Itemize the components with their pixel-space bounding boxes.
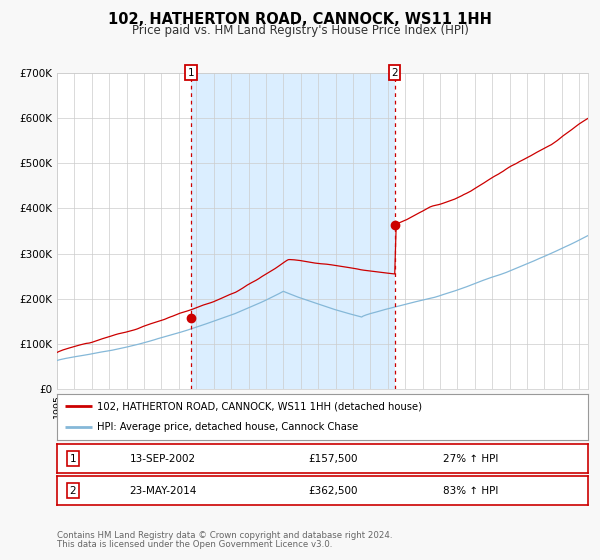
Text: 102, HATHERTON ROAD, CANNOCK, WS11 1HH (detached house): 102, HATHERTON ROAD, CANNOCK, WS11 1HH (… [97, 401, 422, 411]
Text: £157,500: £157,500 [308, 454, 358, 464]
Text: 102, HATHERTON ROAD, CANNOCK, WS11 1HH: 102, HATHERTON ROAD, CANNOCK, WS11 1HH [108, 12, 492, 27]
Text: 13-SEP-2002: 13-SEP-2002 [130, 454, 196, 464]
Text: Contains HM Land Registry data © Crown copyright and database right 2024.: Contains HM Land Registry data © Crown c… [57, 531, 392, 540]
Text: Price paid vs. HM Land Registry's House Price Index (HPI): Price paid vs. HM Land Registry's House … [131, 24, 469, 36]
Text: 23-MAY-2014: 23-MAY-2014 [130, 486, 197, 496]
Text: £362,500: £362,500 [308, 486, 358, 496]
Text: 83% ↑ HPI: 83% ↑ HPI [443, 486, 499, 496]
Text: This data is licensed under the Open Government Licence v3.0.: This data is licensed under the Open Gov… [57, 540, 332, 549]
Text: 2: 2 [391, 68, 398, 78]
Text: HPI: Average price, detached house, Cannock Chase: HPI: Average price, detached house, Cann… [97, 422, 358, 432]
Text: 1: 1 [188, 68, 194, 78]
Text: 1: 1 [70, 454, 76, 464]
Bar [191, 73, 395, 389]
Text: 27% ↑ HPI: 27% ↑ HPI [443, 454, 499, 464]
Text: 2: 2 [70, 486, 76, 496]
